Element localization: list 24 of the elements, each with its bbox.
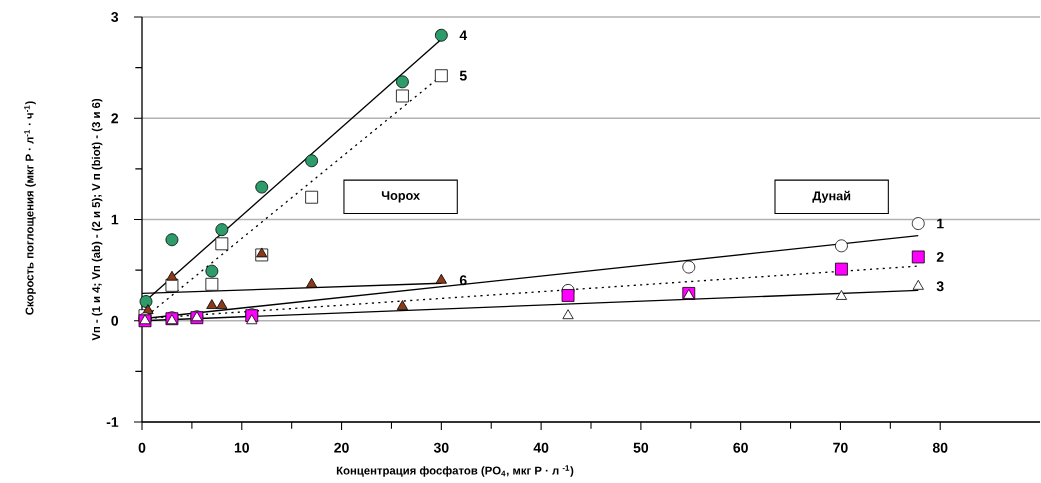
- y-tick-label: -1: [106, 417, 119, 427]
- x-tick-label: 10: [234, 442, 249, 453]
- series-label: 1: [937, 218, 944, 229]
- x-tick-label: 20: [334, 442, 349, 453]
- series-label: 5: [459, 70, 467, 81]
- x-tick-label: 40: [533, 442, 549, 453]
- x-tick-label: 80: [932, 442, 948, 453]
- x-tick-label: 50: [633, 442, 649, 453]
- y-tick-label: 0: [111, 315, 119, 326]
- x-axis-title: Концентрация фосфатов (PO$_{4}$, мкг P · л $^{-1}$): [336, 465, 574, 477]
- y-axis-title: Vп - (1 и 4; Vп (ab) - (2 и 5); V п (biot) - (3 и 6): [91, 98, 103, 341]
- text: Скорость поглощения (мкг Р · л$^{-1}$ · ч$^{-1}$): [24, 101, 36, 315]
- annotation: Дунай: [812, 190, 851, 203]
- x-tick-label: 0: [138, 442, 146, 453]
- x-tick-label: 60: [733, 442, 748, 453]
- y-tick-label: 2: [111, 113, 119, 124]
- x-tick-label: 70: [833, 442, 848, 453]
- y-tick-label: 1: [111, 214, 119, 225]
- series-label: 2: [936, 252, 944, 262]
- series-label: 4: [459, 30, 468, 41]
- x-tick-label: 30: [433, 442, 449, 453]
- series-label: 3: [936, 281, 944, 292]
- y-tick-label: 3: [111, 12, 119, 22]
- annotation: Чорох: [381, 191, 420, 203]
